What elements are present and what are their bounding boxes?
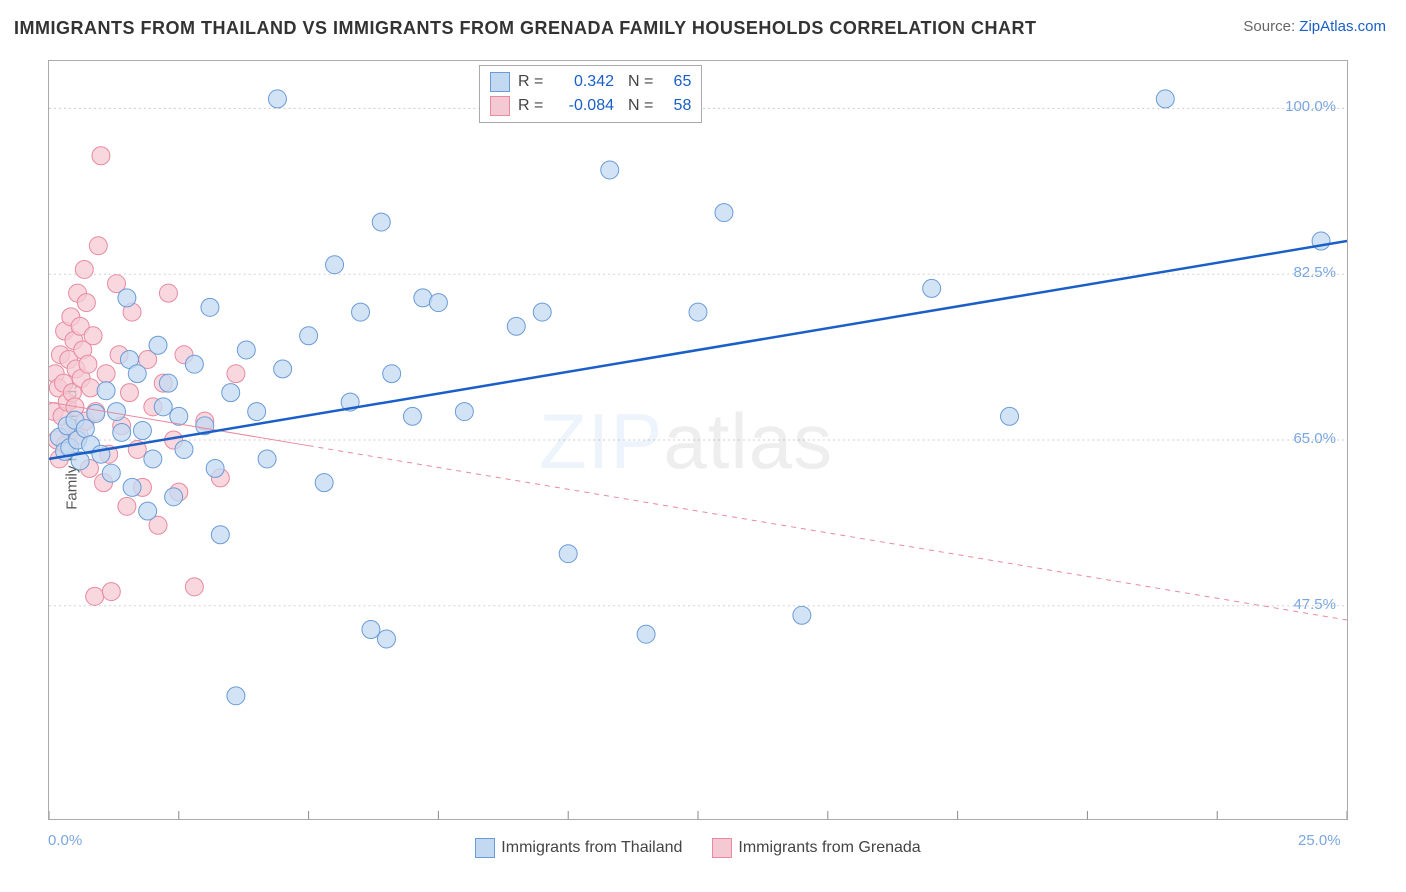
legend-correlation-row: R = -0.084 N = 58: [490, 94, 691, 118]
x-tick-label: 0.0%: [48, 832, 82, 849]
r-label: R =: [518, 97, 546, 115]
x-tick-label: 25.0%: [1298, 832, 1341, 849]
y-tick-label: 65.0%: [1293, 430, 1336, 447]
legend-series-label: Immigrants from Grenada: [738, 839, 920, 857]
legend-series: Immigrants from Thailand Immigrants from …: [48, 838, 1348, 858]
n-value: 65: [661, 73, 691, 91]
scatter-plot: ZIPatlas R =0.342N =65R =-0.084N =58: [48, 60, 1348, 820]
source-prefix: Source:: [1243, 18, 1299, 35]
n-label: N =: [628, 73, 653, 91]
legend-swatch: [490, 96, 510, 116]
chart-title: IMMIGRANTS FROM THAILAND VS IMMIGRANTS F…: [14, 18, 1036, 39]
y-tick-label: 47.5%: [1293, 596, 1336, 613]
r-value: 0.342: [554, 73, 614, 91]
legend-swatch: [712, 838, 732, 858]
legend-series-item: Immigrants from Thailand: [475, 838, 682, 858]
legend-series-label: Immigrants from Thailand: [501, 839, 682, 857]
r-value: -0.084: [554, 97, 614, 115]
source-link[interactable]: ZipAtlas.com: [1299, 18, 1386, 35]
legend-swatch: [475, 838, 495, 858]
plot-svg: [49, 61, 1347, 819]
y-tick-label: 100.0%: [1285, 98, 1336, 115]
legend-correlation: R = 0.342 N = 65 R = -0.084 N = 58: [479, 65, 702, 123]
y-tick-label: 82.5%: [1293, 264, 1336, 281]
n-label: N =: [628, 97, 653, 115]
source-credit: Source: ZipAtlas.com: [1243, 18, 1386, 35]
legend-series-item: Immigrants from Grenada: [712, 838, 920, 858]
r-label: R =: [518, 73, 546, 91]
legend-correlation-row: R = 0.342 N = 65: [490, 70, 691, 94]
legend-swatch: [490, 72, 510, 92]
n-value: 58: [661, 97, 691, 115]
